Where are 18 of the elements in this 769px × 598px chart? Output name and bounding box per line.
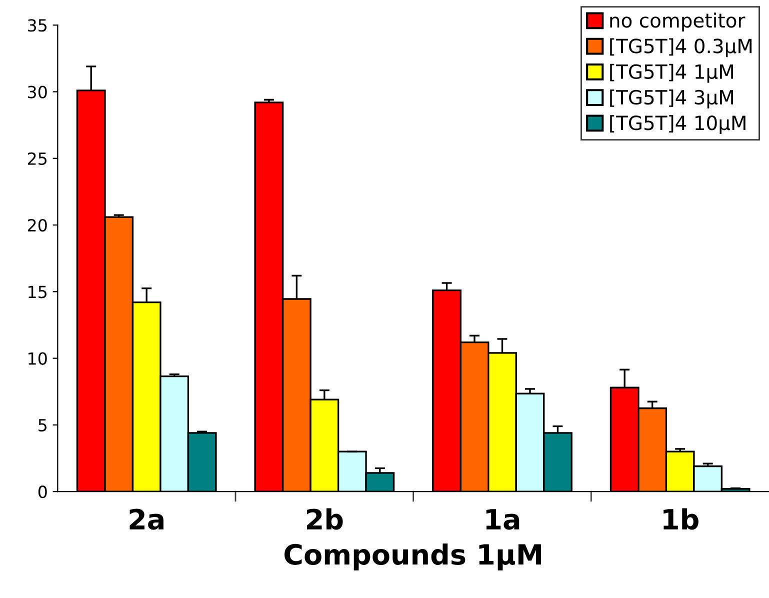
legend-label: [TG5T]4 0.3µM xyxy=(610,38,752,58)
x-axis-title: Compounds 1µM xyxy=(284,543,541,570)
legend-label: [TG5T]4 1µM xyxy=(610,64,733,83)
y-tick-label: 15 xyxy=(28,286,46,298)
y-tick-label: 35 xyxy=(28,19,46,32)
x-tick-label: 1b xyxy=(664,508,698,530)
legend-label: [TG5T]4 3µM xyxy=(610,90,733,108)
legend-label: no competitor xyxy=(610,12,746,32)
x-tick-label: 2a xyxy=(130,508,164,530)
y-tick-label: 30 xyxy=(28,86,47,98)
y-tick-label: 10 xyxy=(28,352,47,365)
y-tick-label: 5 xyxy=(38,419,46,432)
y-tick-label: 0 xyxy=(38,486,47,498)
y-tick-label: 25 xyxy=(28,152,46,165)
legend-label: [TG5T]4 10µM xyxy=(610,115,746,134)
x-tick-label: 1a xyxy=(486,509,520,530)
x-tick-label: 2b xyxy=(307,508,343,530)
y-tick-label: 20 xyxy=(28,218,47,232)
